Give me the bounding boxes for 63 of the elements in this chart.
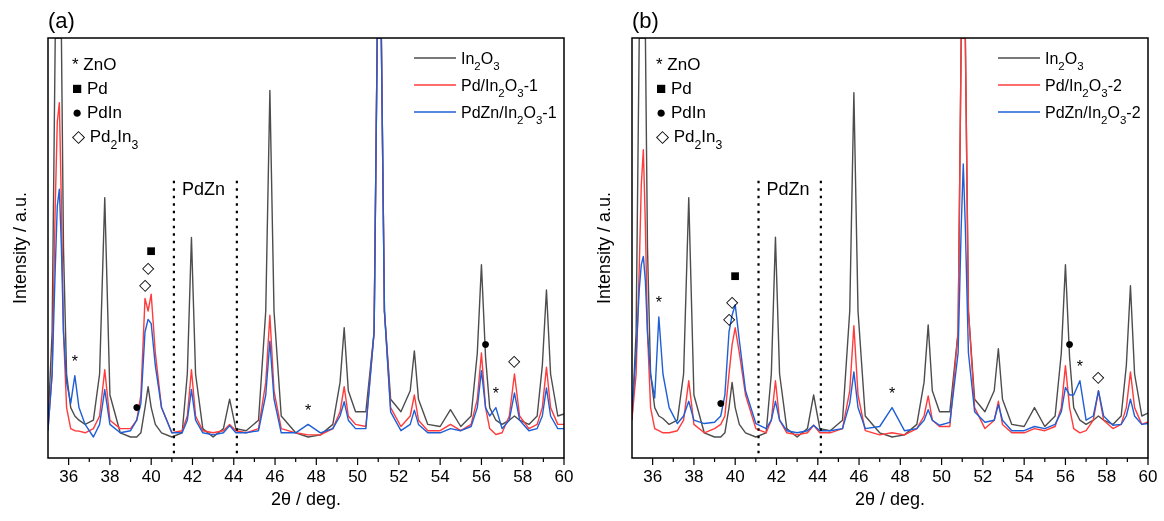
x-tick-label: 42 [767, 467, 786, 486]
x-tick-label: 48 [306, 467, 326, 486]
annotation: ◇ [142, 258, 156, 276]
x-tick-label: 42 [183, 467, 202, 486]
x-tick-label: 36 [59, 467, 79, 486]
ref-line-label: PdZn [766, 178, 810, 199]
x-tick-label: 54 [430, 467, 450, 486]
annotation: * [492, 385, 500, 403]
annotation: ● PdIn [656, 103, 706, 122]
annotation: ◇ Pd$_{2}$In$_{3}$ [656, 127, 723, 152]
x-tick-label: 40 [141, 467, 161, 486]
x-tick-label: 38 [100, 467, 120, 486]
legend-label: Pd/In$_{2}$O$_{3}$-1 [461, 77, 538, 99]
ref-line-label: PdZn [181, 178, 225, 199]
annotation: * [71, 353, 78, 371]
annotation: ● [1064, 334, 1075, 352]
annotation: ◇ [1092, 368, 1106, 386]
annotation: * [655, 294, 662, 312]
y-axis-title: Intensity / a.u. [594, 191, 614, 305]
annotation: ◇ [726, 292, 740, 310]
annotation: ◇ Pd$_{2}$In$_{3}$ [72, 127, 139, 152]
annotation: * [304, 401, 312, 419]
legend-label: PdZn/In$_{2}$O$_{3}$-2 [1045, 104, 1141, 126]
x-tick-label: 46 [265, 467, 285, 486]
x-tick-label: 40 [725, 467, 745, 486]
x-tick-label: 36 [643, 467, 663, 486]
annotation: * ZnO [656, 55, 701, 74]
x-tick-label: 52 [389, 467, 409, 486]
legend-label: In$_{2}$O$_{3}$ [461, 50, 500, 72]
x-tick-label: 38 [684, 467, 704, 486]
x-tick-label: 46 [849, 467, 869, 486]
annotation: ■ [730, 267, 741, 285]
x-tick-label: 58 [1097, 467, 1117, 486]
annotation: ◇ [139, 275, 153, 293]
x-tick-label: 50 [932, 467, 952, 486]
x-tick-label: 50 [348, 467, 368, 486]
annotation: ● [480, 334, 491, 352]
legend-label: In$_{2}$O$_{3}$ [1045, 50, 1084, 72]
annotation: * [888, 385, 896, 403]
annotation: ● PdIn [72, 103, 122, 122]
x-tick-label: 60 [554, 467, 574, 486]
annotation: ■ Pd [656, 79, 692, 98]
x-tick-label: 52 [973, 467, 993, 486]
legend-label: Pd/In$_{2}$O$_{3}$-2 [1045, 77, 1122, 99]
x-tick-label: 54 [1014, 467, 1034, 486]
annotation: * ZnO [72, 55, 117, 74]
chart-title: (a) [48, 8, 75, 33]
annotation: ■ [146, 241, 157, 259]
x-tick-label: 56 [1055, 467, 1075, 486]
legend-label: PdZn/In$_{2}$O$_{3}$-1 [461, 104, 557, 126]
x-tick-label: 56 [471, 467, 491, 486]
x-axis-title: 2θ / deg. [270, 489, 342, 509]
chart-title: (b) [632, 8, 659, 33]
y-axis-title: Intensity / a.u. [10, 191, 30, 305]
x-tick-label: 44 [224, 467, 244, 486]
annotation: ◇ [508, 351, 522, 369]
x-tick-label: 44 [808, 467, 828, 486]
x-tick-label: 58 [513, 467, 533, 486]
x-axis-title: 2θ / deg. [854, 489, 926, 509]
x-tick-label: 48 [890, 467, 910, 486]
x-tick-label: 60 [1138, 467, 1158, 486]
annotation: * [1076, 358, 1084, 376]
annotation: ■ Pd [72, 79, 108, 98]
